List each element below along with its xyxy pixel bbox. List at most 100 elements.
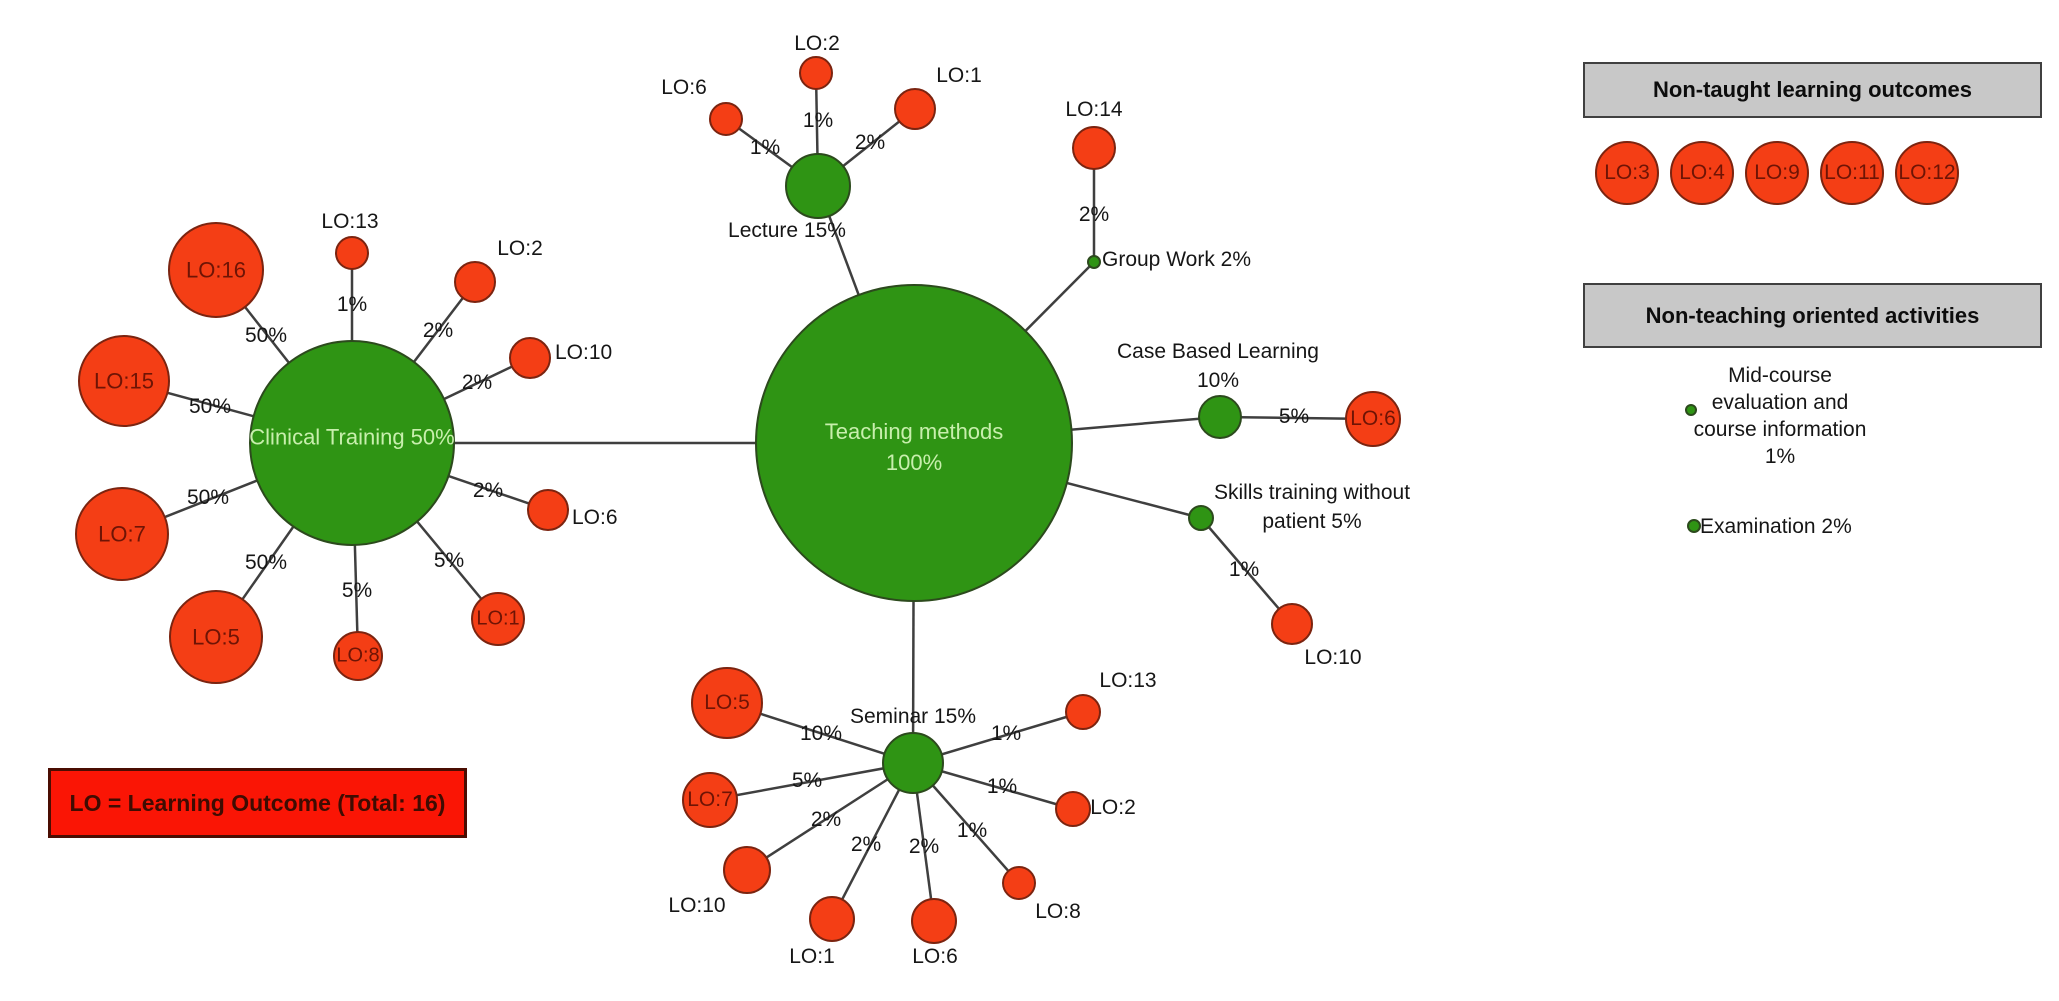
edge-cbl-cbl6-label: 5% bbox=[1278, 404, 1310, 428]
node-se13-circle bbox=[1065, 694, 1101, 730]
node-se6-label: LO:6 bbox=[912, 944, 958, 968]
node-c2-label: LO:2 bbox=[497, 236, 543, 260]
edge-clinical-c10-label: 2% bbox=[461, 370, 493, 394]
node-l6-circle bbox=[709, 102, 743, 136]
edge-skills-s10-label: 1% bbox=[1228, 557, 1260, 581]
edge-clinical-c2-label: 2% bbox=[422, 318, 454, 342]
node-s10-circle bbox=[1271, 603, 1313, 645]
node-cbl-label: Case Based Learning 10% bbox=[1117, 340, 1319, 392]
node-c15-label: LO:15 bbox=[94, 368, 154, 394]
edge-seminar-se8-label: 1% bbox=[956, 818, 988, 842]
node-c8-label: LO:8 bbox=[336, 644, 380, 667]
edge-clinical-c6-label: 2% bbox=[472, 478, 504, 502]
edge-seminar-se7 bbox=[709, 761, 914, 802]
edge-clinical-c7-label: 50% bbox=[186, 485, 230, 509]
node-cbl6-label: LO:6 bbox=[1350, 406, 1396, 430]
node-lg3-label: LO:3 bbox=[1604, 160, 1650, 184]
node-c1-circle bbox=[471, 592, 525, 646]
node-c1-label: LO:1 bbox=[476, 607, 520, 630]
node-lo14-circle bbox=[1072, 126, 1116, 170]
node-exam_dot-label: Examination 2% bbox=[1700, 514, 1852, 538]
node-se1-label: LO:1 bbox=[789, 944, 835, 968]
edge-clinical-c5-label: 50% bbox=[244, 550, 288, 574]
edge-groupwork-lo14-label: 2% bbox=[1078, 202, 1110, 226]
edge-seminar-se10-label: 2% bbox=[810, 807, 842, 831]
node-c2-circle bbox=[454, 261, 496, 303]
note-box: LO = Learning Outcome (Total: 16) bbox=[48, 768, 467, 838]
node-cbl6-circle bbox=[1345, 391, 1401, 447]
edge-seminar-se1-label: 2% bbox=[850, 832, 882, 856]
node-clinical-circle bbox=[249, 340, 455, 546]
node-teaching-circle bbox=[755, 284, 1073, 602]
node-skills-circle bbox=[1188, 505, 1214, 531]
node-c5-label: LO:5 bbox=[192, 624, 240, 650]
node-groupwork-circle bbox=[1087, 255, 1101, 269]
node-se8-label: LO:8 bbox=[1035, 899, 1081, 923]
node-c10-circle bbox=[509, 337, 551, 379]
node-se2-label: LO:2 bbox=[1090, 795, 1136, 819]
node-se1-circle bbox=[809, 896, 855, 942]
edge-clinical-c8-label: 5% bbox=[341, 578, 373, 602]
node-c16-label: LO:16 bbox=[186, 257, 246, 283]
node-clinical-label: Clinical Training 50% bbox=[249, 424, 455, 450]
legend-header-non-teaching: Non-teaching oriented activities bbox=[1583, 283, 2042, 348]
edge-lecture-l6-label: 1% bbox=[749, 135, 781, 159]
edge-skills-s10 bbox=[1200, 517, 1293, 625]
node-se7-circle bbox=[682, 772, 738, 828]
edge-clinical-c13-label: 1% bbox=[336, 292, 368, 316]
edge-clinical-c15-label: 50% bbox=[188, 394, 232, 418]
node-c6-circle bbox=[527, 489, 569, 531]
node-lg9-circle bbox=[1745, 141, 1809, 205]
node-mid_dot-label: Mid-course evaluation and course informa… bbox=[1693, 364, 1867, 468]
edge-lecture-l2-label: 1% bbox=[802, 108, 834, 132]
node-lg4-label: LO:4 bbox=[1679, 160, 1725, 184]
node-lecture-label: Lecture 15% bbox=[728, 218, 846, 242]
node-se2-circle bbox=[1055, 791, 1091, 827]
node-c16-circle bbox=[168, 222, 264, 318]
node-lg11-label: LO:11 bbox=[1824, 160, 1880, 184]
node-lo14-label: LO:14 bbox=[1065, 97, 1123, 121]
edge-clinical-c1-label: 5% bbox=[433, 548, 465, 572]
node-c13-label: LO:13 bbox=[321, 209, 379, 233]
node-se10-label: LO:10 bbox=[668, 893, 726, 917]
node-teaching-label: Teaching methods 100% bbox=[824, 419, 1004, 475]
node-lg3-circle bbox=[1595, 141, 1659, 205]
node-skills-label: Skills training without patient 5% bbox=[1213, 481, 1411, 533]
edge-clinical-c16-label: 50% bbox=[244, 323, 288, 347]
node-se13-label: LO:13 bbox=[1099, 668, 1157, 692]
node-mid_dot-circle bbox=[1685, 404, 1697, 416]
node-lg12-label: LO:12 bbox=[1898, 160, 1956, 184]
edge-seminar-se5-label: 10% bbox=[799, 721, 843, 745]
node-l1-label: LO:1 bbox=[936, 63, 982, 87]
legend-header-non-taught: Non-taught learning outcomes bbox=[1583, 62, 2042, 118]
node-c8-circle bbox=[333, 631, 383, 681]
edge-lecture-l1-label: 2% bbox=[854, 130, 886, 154]
node-seminar-label: Seminar 15% bbox=[849, 704, 977, 728]
node-c15-circle bbox=[78, 335, 170, 427]
node-c10-label: LO:10 bbox=[555, 340, 613, 364]
node-seminar-circle bbox=[882, 732, 944, 794]
edge-seminar-se2-label: 1% bbox=[986, 774, 1018, 798]
node-s10-label: LO:10 bbox=[1304, 645, 1362, 669]
edge-seminar-se7-label: 5% bbox=[791, 768, 823, 792]
node-l6-label: LO:6 bbox=[661, 75, 707, 99]
node-lg12-circle bbox=[1895, 141, 1959, 205]
node-se8-circle bbox=[1002, 866, 1036, 900]
node-lg9-label: LO:9 bbox=[1754, 160, 1800, 184]
node-se5-label: LO:5 bbox=[704, 690, 750, 714]
node-cbl-circle bbox=[1198, 395, 1242, 439]
node-c5-circle bbox=[169, 590, 263, 684]
node-lg4-circle bbox=[1670, 141, 1734, 205]
node-l2-circle bbox=[799, 56, 833, 90]
node-c7-label: LO:7 bbox=[98, 521, 146, 547]
node-groupwork-label: Group Work 2% bbox=[1102, 247, 1251, 271]
edge-seminar-se6-label: 2% bbox=[908, 834, 940, 858]
edge-seminar-se10 bbox=[746, 761, 914, 872]
node-lg11-circle bbox=[1820, 141, 1884, 205]
node-c13-circle bbox=[335, 236, 369, 270]
node-se10-circle bbox=[723, 846, 771, 894]
node-exam_dot-circle bbox=[1687, 519, 1701, 533]
edge-seminar-se13-label: 1% bbox=[990, 721, 1022, 745]
node-c7-circle bbox=[75, 487, 169, 581]
